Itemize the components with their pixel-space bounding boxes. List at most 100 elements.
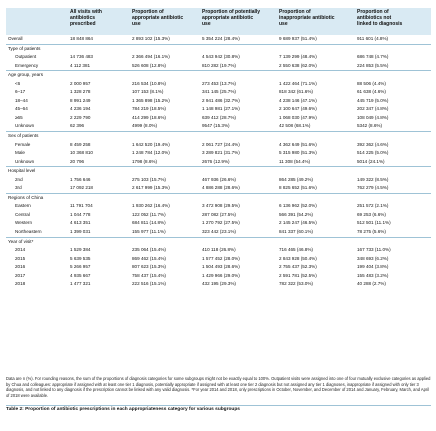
table-cell: 341 145 (25.7%) — [202, 89, 236, 95]
table-cell: 224 853 (5.5%) — [357, 62, 389, 68]
table-cell: 2 893 102 (15.3%) — [132, 36, 170, 41]
section-heading: Type of patients — [6, 43, 431, 54]
row-label: 45–64 — [15, 106, 28, 112]
table-cell: 1 365 898 (15.2%) — [132, 97, 170, 103]
table-cell: 869 462 (15.4%) — [132, 255, 166, 261]
section-heading: Hospital level — [6, 166, 431, 176]
table-cell: 841 337 (60.1%) — [279, 229, 313, 235]
row-label: 3rd — [15, 185, 22, 191]
table-cell: 5 354 224 (28.4%) — [202, 36, 240, 41]
table-cell: 784 219 (18.5%) — [132, 106, 166, 112]
table-caption: Table 2: Proportion of antibiotic prescr… — [6, 405, 431, 412]
table-cell: 3 472 908 (29.5%) — [202, 203, 240, 209]
header-cell: All visits with antibiotics prescribed — [70, 9, 102, 27]
table-cell: 1 044 778 — [70, 211, 91, 217]
row-label: ≥65 — [15, 114, 23, 120]
table-cell: 287 082 (27.5%) — [202, 211, 236, 217]
table-cell: 61 638 (4.6%) — [357, 89, 386, 95]
header-cell: Proportion of inappropriate antibiotic u… — [279, 9, 335, 27]
table-cell: 8 459 258 — [70, 141, 91, 147]
table-row: Northeastern 1 399 031 155 977 (11.1%) 323 … — [6, 228, 431, 237]
table-cell: 1 068 030 (47.9%) — [279, 114, 317, 120]
table-cell: 2 229 790 — [70, 114, 91, 120]
section-heading: Year of visit* — [6, 236, 431, 247]
table-cell: 1 248 784 (12.0%) — [132, 150, 170, 156]
table-cell: 410 118 (26.8%) — [202, 247, 236, 253]
table-cell: 818 342 (61.6%) — [279, 89, 313, 95]
table-cell: 69 253 (6.6%) — [357, 211, 386, 217]
table-cell: 1 148 981 (27.1%) — [202, 106, 240, 112]
section-title: Hospital level — [8, 168, 36, 174]
table-cell: 566 391 (54.2%) — [279, 211, 313, 217]
table-body: Overall 18 848 864 2 893 102 (15.3%) 5 354 … — [6, 35, 431, 289]
section-heading: Sex of patients — [6, 131, 431, 141]
table-cell: 716 465 (46.8%) — [279, 247, 313, 253]
table-cell: 467 936 (26.6%) — [202, 176, 236, 182]
table-cell: 62 396 — [70, 123, 85, 129]
table-cell: 40 288 (2.7%) — [357, 281, 386, 287]
table-cell: 2 755 437 (52.3%) — [279, 264, 317, 270]
section-title: Sex of patients — [8, 133, 39, 139]
table-cell: 42 508 (68.1%) — [279, 123, 311, 129]
table-cell: 864 285 (49.2%) — [279, 176, 313, 182]
table-cell: 1 270 792 (27.5%) — [202, 220, 240, 226]
table-cell: 4 236 194 — [70, 106, 91, 112]
table-cell: 1798 (8.6%) — [132, 158, 158, 164]
table-cell: 78 275 (5.6%) — [357, 229, 386, 235]
row-label: Female — [15, 141, 31, 147]
table-cell: 149 322 (8.5%) — [357, 176, 389, 182]
row-label: <6 — [15, 80, 21, 86]
table-cell: 5 315 980 (51.3%) — [279, 150, 317, 156]
table-cell: 2 617 999 (15.3%) — [132, 185, 170, 191]
table-cell: 1 477 321 — [70, 281, 91, 287]
table-cell: 14 736 483 — [70, 54, 93, 60]
table-cell: 155 483 (3.2%) — [357, 272, 389, 278]
table-row: 2014 1 529 384 235 064 (15.4%) 410 118 (26.… — [6, 246, 431, 255]
table-row: 18–44 8 991 249 1 365 898 (15.2%) 2 941 486… — [6, 97, 431, 106]
row-label: Outpatient — [15, 54, 37, 60]
table-cell: 4 543 942 (30.8%) — [202, 54, 240, 60]
table-cell: 4 112 381 — [70, 62, 91, 68]
table-row: 45–64 4 236 194 784 219 (18.5%) 1 148 981 (… — [6, 105, 431, 114]
table-cell: 9547 (15.3%) — [202, 123, 230, 129]
table-cell: 4 362 649 (51.6%) — [279, 141, 317, 147]
data-table: All visits with antibiotics prescribed P… — [6, 8, 431, 289]
section-heading: Age group, years — [6, 70, 431, 80]
table-cell: 762 279 (4.5%) — [357, 185, 389, 191]
table-cell: 445 719 (5.0%) — [357, 97, 389, 103]
table-cell: 1 504 493 (28.6%) — [202, 264, 240, 270]
table-footnote: Data are n (%). For rounding reasons, th… — [6, 376, 431, 398]
row-label: 2016 — [15, 264, 26, 270]
table-cell: 5 639 535 — [70, 255, 91, 261]
table-cell: 684 811 (14.8%) — [132, 220, 166, 226]
table-cell: 108 049 (4.8%) — [357, 114, 389, 120]
table-row: 6–17 1 328 278 107 153 (8.1%) 341 145 (25.7… — [6, 88, 431, 97]
table-row: 2015 5 639 535 869 462 (15.4%) 1 577 452 (2… — [6, 255, 431, 264]
table-cell: 4999 (8.0%) — [132, 123, 158, 129]
table-cell: 2 100 647 (49.6%) — [279, 106, 317, 112]
table-row: 2017 4 935 667 758 437 (15.4%) 1 429 966 (2… — [6, 272, 431, 281]
table-cell: 122 052 (11.7%) — [132, 211, 166, 217]
table-cell: 1 642 520 (19.4%) — [132, 141, 170, 147]
table-cell: 251 572 (2.1%) — [357, 203, 389, 209]
table-cell: 222 516 (15.1%) — [132, 281, 166, 287]
table-cell: 216 534 (10.8%) — [132, 80, 166, 86]
table-cell: 18 848 864 — [70, 36, 93, 41]
table-row: Central 1 044 778 122 052 (11.7%) 287 082 (… — [6, 211, 431, 220]
section-title: Type of patients — [8, 45, 41, 51]
table-cell: 6 136 962 (52.0%) — [279, 203, 317, 209]
table-cell: 17 092 218 — [70, 185, 93, 191]
table-cell: 20 796 — [70, 158, 85, 164]
row-label: Eastern — [15, 203, 31, 209]
row-label: 2015 — [15, 255, 26, 261]
table-cell: 2 941 486 (32.7%) — [202, 97, 240, 103]
table-cell: 348 693 (6.2%) — [357, 255, 389, 261]
table-cell: 1 328 278 — [70, 89, 91, 95]
table-cell: 1 756 646 — [70, 176, 91, 182]
row-label: Overall — [8, 36, 23, 41]
table-cell: 2 145 247 (46.5%) — [279, 220, 317, 226]
table-row: Female 8 459 258 1 642 520 (19.4%) 2 061 72… — [6, 141, 431, 150]
table-cell: 514 225 (5.0%) — [357, 150, 389, 156]
table-header: All visits with antibiotics prescribed P… — [6, 8, 431, 35]
table-cell: 1 422 464 (71.1%) — [279, 80, 317, 86]
